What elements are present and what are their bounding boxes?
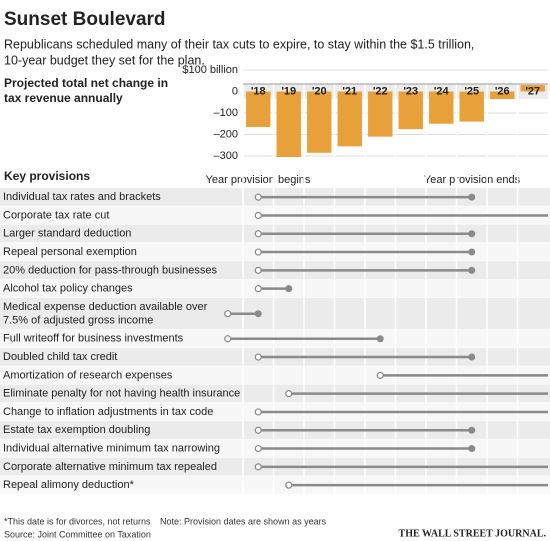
note: Note: Provision dates are shown as years xyxy=(160,516,327,526)
title: Sunset Boulevard xyxy=(4,9,166,30)
row-bg xyxy=(0,366,550,385)
bar xyxy=(398,91,423,130)
end-dot xyxy=(468,230,476,238)
y-tick-label: –300 xyxy=(214,150,238,162)
start-dot xyxy=(224,335,232,343)
row-label: Corporate alternative minimum tax repeal… xyxy=(3,461,217,473)
subtitle: 10-year budget they set for the plan. xyxy=(4,53,205,67)
y-tick-label: –100 xyxy=(214,107,238,119)
end-header: Year provision ends xyxy=(424,174,521,186)
x-tick-label: '20 xyxy=(312,85,327,97)
bar xyxy=(337,91,362,147)
credit: THE WALL STREET JOURNAL. xyxy=(399,528,547,539)
x-tick-label: '21 xyxy=(342,85,357,97)
bar xyxy=(307,91,332,153)
bar xyxy=(490,91,515,100)
end-dot xyxy=(468,445,476,453)
y-tick-label: 0 xyxy=(232,85,238,97)
row-label: Full writeoff for business investments xyxy=(3,333,184,345)
start-dot xyxy=(254,230,262,238)
start-dot xyxy=(376,371,384,379)
subtitle: Republicans scheduled many of their tax … xyxy=(4,37,474,51)
table-title: Key provisions xyxy=(4,169,90,183)
x-tick-label: '23 xyxy=(403,85,418,97)
row-label: Repeal personal exemption xyxy=(3,246,137,258)
row-bg xyxy=(0,384,550,403)
row-label: Eliminate penalty for not having health … xyxy=(3,388,240,400)
end-dot xyxy=(468,193,476,201)
start-dot xyxy=(254,353,262,361)
x-tick-label: '24 xyxy=(434,85,450,97)
y-tick-label: –200 xyxy=(214,128,238,140)
row-label: Estate tax exemption doubling xyxy=(3,424,150,436)
row-label: Individual tax rates and brackets xyxy=(3,191,161,203)
start-dot xyxy=(285,390,293,398)
bar-title: Projected total net change in xyxy=(4,76,168,90)
x-tick-label: '26 xyxy=(495,85,510,97)
x-tick-label: '22 xyxy=(373,85,388,97)
bar xyxy=(429,91,454,124)
row-bg xyxy=(0,297,550,330)
row-label: Change to inflation adjustments in tax c… xyxy=(3,406,213,418)
x-tick-label: '25 xyxy=(464,85,479,97)
row-label: Corporate tax rate cut xyxy=(3,209,109,221)
end-dot xyxy=(468,266,476,274)
row-label: 7.5% of adjusted gross income xyxy=(3,314,153,326)
row-label: Medical expense deduction available over xyxy=(3,301,208,313)
start-dot xyxy=(254,285,262,293)
start-dot xyxy=(254,408,262,416)
y-tick-label: $100 billion xyxy=(182,64,238,76)
x-tick-label: '18 xyxy=(251,85,266,97)
start-dot xyxy=(254,444,262,453)
row-label: Larger standard deduction xyxy=(3,228,131,240)
row-label: 20% deduction for pass-through businesse… xyxy=(3,264,218,276)
start-dot xyxy=(224,310,232,318)
bar xyxy=(459,91,484,122)
bar xyxy=(276,91,301,158)
end-dot xyxy=(468,426,476,434)
bar xyxy=(368,91,393,137)
start-dot xyxy=(254,248,262,256)
end-dot xyxy=(254,310,262,318)
row-label: Repeal alimony deduction* xyxy=(3,479,135,491)
row-bg xyxy=(0,476,550,495)
footnote: *This date is for divorces, not returns xyxy=(4,516,151,526)
x-tick-label: '19 xyxy=(281,85,296,97)
start-dot xyxy=(254,426,262,434)
bar xyxy=(520,85,545,92)
row-label: Amortization of research expenses xyxy=(3,369,173,381)
start-dot xyxy=(254,211,262,220)
source: Source: Joint Committee on Taxation xyxy=(4,529,151,539)
start-header: Year provision begins xyxy=(206,174,311,186)
x-tick-label: '27 xyxy=(525,85,540,97)
end-dot xyxy=(468,353,476,361)
end-dot xyxy=(468,248,476,256)
start-dot xyxy=(254,266,262,274)
row-label: Alcohol tax policy changes xyxy=(3,283,133,295)
start-dot xyxy=(254,193,262,201)
start-dot xyxy=(285,481,293,489)
bar xyxy=(246,91,271,127)
bar-title: tax revenue annually xyxy=(4,91,123,105)
row-label: Individual alternative minimum tax narro… xyxy=(3,442,220,454)
end-dot xyxy=(376,335,384,343)
end-dot xyxy=(285,285,293,293)
start-dot xyxy=(254,463,262,471)
row-label: Doubled child tax credit xyxy=(3,351,117,363)
